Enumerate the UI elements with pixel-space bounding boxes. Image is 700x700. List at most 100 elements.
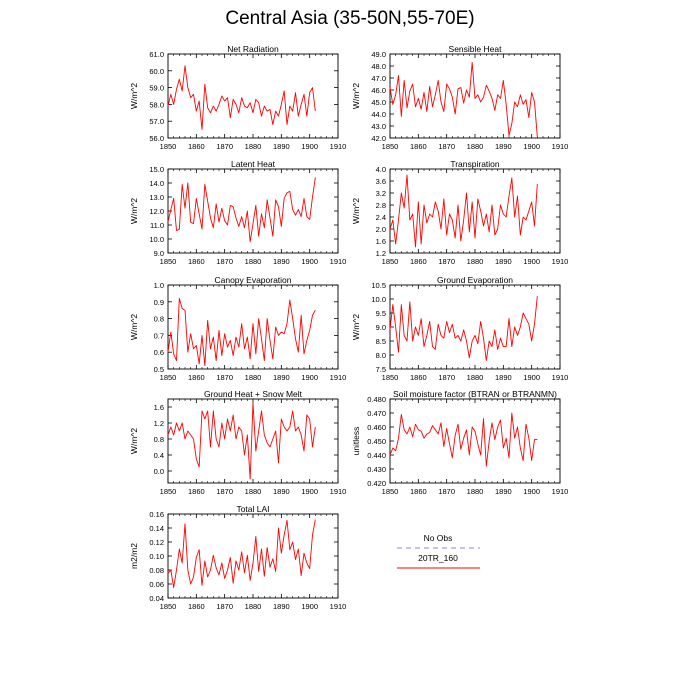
- chart-panel-9: Total LAI m2/m2 1850 1860 1870 1880 1890 1900 19…: [129, 504, 346, 611]
- panel-title: Latent Heat: [231, 159, 276, 169]
- y-axis-label: W/m^2: [351, 198, 361, 224]
- x-tick-label: 1890: [273, 487, 290, 496]
- y-tick-label: 0.4: [154, 451, 164, 460]
- y-tick-label: 1.2: [154, 419, 164, 428]
- y-tick-label: 7.5: [376, 365, 386, 374]
- y-tick-label: 42.0: [371, 134, 386, 143]
- y-tick-label: 1.2: [376, 249, 386, 258]
- x-tick-label: 1870: [216, 373, 233, 382]
- x-tick-label: 1890: [273, 602, 290, 611]
- y-tick-label: 11.0: [150, 221, 164, 230]
- y-tick-label: 9.0: [154, 249, 164, 258]
- x-tick-label: 1860: [188, 373, 205, 382]
- y-tick-label: 61.0: [149, 50, 164, 59]
- x-tick-label: 1880: [467, 487, 484, 496]
- chart-panel-8: Soil moisture factor (BTRAN or BTRANMN) u…: [351, 389, 568, 496]
- x-tick-label: 1850: [382, 142, 399, 151]
- y-tick-label: 2.4: [376, 213, 386, 222]
- y-tick-label: 1.6: [154, 403, 164, 412]
- x-tick-label: 1910: [552, 487, 569, 496]
- chart-panel-3: Latent Heat W/m^2 1850 1860 1870 1880 1890 1900…: [129, 159, 346, 266]
- y-tick-label: 12.0: [149, 207, 164, 216]
- y-tick-label: 0.08: [149, 566, 164, 575]
- x-tick-label: 1850: [160, 487, 177, 496]
- x-tick-label: 1850: [160, 602, 177, 611]
- x-tick-label: 1890: [273, 257, 290, 266]
- y-tick-label: 2.8: [376, 201, 386, 210]
- chart-panel-6: Ground Evaporation W/m^2 1850 1860 1870 1880 1…: [351, 275, 568, 382]
- y-tick-label: 0.420: [367, 479, 386, 488]
- panel-title: Soil moisture factor (BTRAN or BTRANMN): [393, 389, 557, 399]
- x-tick-label: 1890: [495, 373, 512, 382]
- y-tick-label: 0.9: [154, 298, 164, 307]
- chart-panel-2: Sensible Heat W/m^2 1850 1860 1870 1880 1890 19…: [351, 44, 568, 151]
- y-tick-label: 0.14: [149, 524, 164, 533]
- x-tick-label: 1850: [160, 257, 177, 266]
- y-tick-label: 9.5: [376, 309, 386, 318]
- y-tick-label: 59.0: [149, 84, 164, 93]
- y-tick-label: 0.8: [154, 315, 164, 324]
- y-tick-label: 0.450: [367, 437, 386, 446]
- x-tick-label: 1890: [273, 373, 290, 382]
- x-tick-label: 1910: [552, 142, 569, 151]
- y-tick-label: 0.0: [154, 467, 164, 476]
- y-axis-label: m2/m2: [129, 543, 139, 569]
- panel-title: Canopy Evaporation: [214, 275, 291, 285]
- page-title: Central Asia (35-50N,55-70E): [225, 8, 475, 29]
- y-axis-label: W/m^2: [129, 198, 139, 224]
- x-tick-label: 1860: [410, 257, 427, 266]
- y-tick-label: 56.0: [149, 134, 164, 143]
- x-tick-label: 1910: [330, 373, 347, 382]
- x-tick-label: 1900: [301, 373, 318, 382]
- y-tick-label: 8.5: [376, 337, 386, 346]
- chart-panel-1: Net Radiation W/m^2 1850 1860 1870 1880 1890 19…: [129, 44, 346, 151]
- x-tick-label: 1870: [438, 373, 455, 382]
- x-tick-label: 1870: [438, 487, 455, 496]
- x-tick-label: 1910: [330, 142, 347, 151]
- x-tick-label: 1880: [467, 373, 484, 382]
- y-tick-label: 0.430: [367, 465, 386, 474]
- x-tick-label: 1870: [216, 487, 233, 496]
- x-tick-label: 1850: [382, 373, 399, 382]
- y-tick-label: 8.0: [376, 351, 386, 360]
- panel-title: Total LAI: [236, 504, 269, 514]
- legend-label-no-obs: No Obs: [424, 533, 453, 543]
- y-tick-label: 0.8: [154, 435, 164, 444]
- x-tick-label: 1900: [523, 142, 540, 151]
- series-line-20tr-160: [389, 412, 538, 467]
- x-tick-label: 1910: [330, 602, 347, 611]
- series-line-20tr-160: [389, 61, 538, 137]
- y-tick-label: 45.0: [371, 98, 386, 107]
- y-tick-label: 14.0: [149, 179, 164, 188]
- x-tick-label: 1850: [382, 487, 399, 496]
- x-tick-label: 1860: [188, 602, 205, 611]
- plot-frame: [167, 513, 339, 599]
- y-tick-label: 0.470: [367, 409, 386, 418]
- y-tick-label: 0.10: [149, 552, 164, 561]
- legend-label-20tr-160: 20TR_160: [418, 553, 458, 563]
- y-tick-label: 48.0: [371, 62, 386, 71]
- panel-title: Sensible Heat: [449, 44, 503, 54]
- y-axis-label: W/m^2: [129, 314, 139, 340]
- y-tick-label: 0.6: [154, 348, 164, 357]
- x-tick-label: 1880: [467, 142, 484, 151]
- x-tick-label: 1870: [216, 257, 233, 266]
- x-tick-label: 1890: [495, 257, 512, 266]
- y-tick-label: 49.0: [371, 50, 386, 59]
- y-tick-label: 10.5: [371, 281, 386, 290]
- x-tick-label: 1890: [495, 487, 512, 496]
- y-tick-label: 15.0: [149, 165, 164, 174]
- series-line-20tr-160: [389, 174, 538, 248]
- x-tick-label: 1870: [216, 142, 233, 151]
- x-tick-label: 1850: [382, 257, 399, 266]
- x-tick-label: 1860: [188, 142, 205, 151]
- x-tick-label: 1850: [160, 373, 177, 382]
- panel-title: Ground Evaporation: [437, 275, 513, 285]
- x-tick-label: 1880: [245, 142, 262, 151]
- series-line-20tr-160: [167, 402, 316, 480]
- panel-title: Net Radiation: [227, 44, 279, 54]
- y-tick-label: 10.0: [149, 235, 164, 244]
- y-tick-label: 0.06: [149, 580, 164, 589]
- chart-panel-7: Ground Heat + Snow Melt W/m^2 1850 1860 1870…: [129, 389, 346, 496]
